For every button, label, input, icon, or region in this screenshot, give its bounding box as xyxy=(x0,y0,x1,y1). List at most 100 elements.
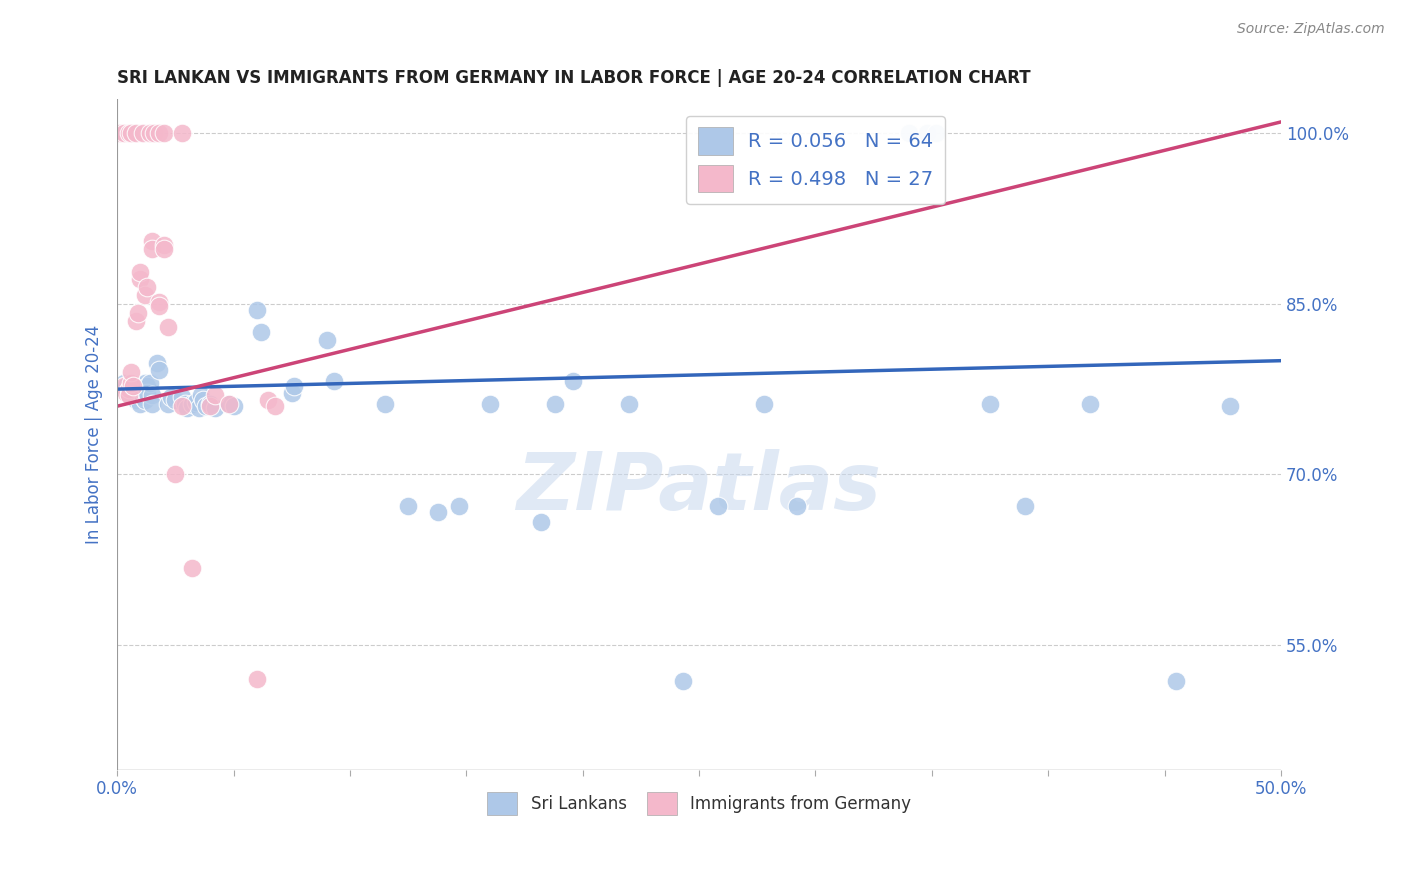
Text: ZIPatlas: ZIPatlas xyxy=(516,450,882,527)
Point xyxy=(165,393,187,408)
Point xyxy=(897,126,920,140)
Point xyxy=(257,393,280,408)
Point xyxy=(246,302,269,317)
Point xyxy=(396,500,419,514)
Point xyxy=(136,378,159,392)
Point xyxy=(562,374,585,388)
Point xyxy=(478,397,501,411)
Point xyxy=(1014,500,1036,514)
Point xyxy=(786,500,808,514)
Point xyxy=(112,376,135,391)
Point xyxy=(132,126,155,140)
Point xyxy=(134,393,156,408)
Point xyxy=(1166,674,1188,689)
Point xyxy=(173,397,195,411)
Point xyxy=(136,280,159,294)
Point xyxy=(157,397,180,411)
Point xyxy=(141,397,163,411)
Point xyxy=(134,287,156,301)
Point xyxy=(125,314,148,328)
Point xyxy=(449,500,471,514)
Point xyxy=(186,394,208,409)
Point xyxy=(139,126,162,140)
Point xyxy=(132,390,155,404)
Point xyxy=(112,126,135,140)
Point xyxy=(122,390,145,404)
Point xyxy=(979,397,1001,411)
Point xyxy=(754,397,776,411)
Point xyxy=(374,397,396,411)
Point xyxy=(129,382,152,396)
Point xyxy=(118,126,141,140)
Point xyxy=(152,242,174,256)
Point xyxy=(120,126,142,140)
Point xyxy=(120,378,142,392)
Point xyxy=(176,401,198,416)
Point xyxy=(706,500,728,514)
Point xyxy=(222,399,245,413)
Point xyxy=(1078,397,1101,411)
Text: Source: ZipAtlas.com: Source: ZipAtlas.com xyxy=(1237,22,1385,37)
Point xyxy=(141,388,163,402)
Point xyxy=(264,399,287,413)
Point xyxy=(1219,399,1241,413)
Point xyxy=(148,126,170,140)
Point xyxy=(187,401,209,416)
Point xyxy=(159,390,181,404)
Point xyxy=(115,385,138,400)
Point xyxy=(129,265,152,279)
Point xyxy=(118,382,141,396)
Point xyxy=(127,378,149,392)
Point xyxy=(152,126,174,140)
Point xyxy=(129,272,152,286)
Point xyxy=(134,376,156,391)
Point xyxy=(200,399,222,413)
Point xyxy=(200,397,222,411)
Point xyxy=(127,388,149,402)
Point xyxy=(190,388,212,402)
Point xyxy=(544,397,567,411)
Point xyxy=(145,356,167,370)
Point xyxy=(281,385,304,400)
Point xyxy=(122,382,145,396)
Point xyxy=(120,376,142,391)
Y-axis label: In Labor Force | Age 20-24: In Labor Force | Age 20-24 xyxy=(86,325,103,544)
Point xyxy=(115,378,138,392)
Point xyxy=(120,365,142,379)
Point xyxy=(172,126,194,140)
Point xyxy=(129,397,152,411)
Point xyxy=(204,401,226,416)
Point xyxy=(118,388,141,402)
Point xyxy=(125,385,148,400)
Point xyxy=(672,674,695,689)
Point xyxy=(122,378,145,392)
Point xyxy=(148,363,170,377)
Point xyxy=(157,319,180,334)
Text: SRI LANKAN VS IMMIGRANTS FROM GERMANY IN LABOR FORCE | AGE 20-24 CORRELATION CHA: SRI LANKAN VS IMMIGRANTS FROM GERMANY IN… xyxy=(117,69,1031,87)
Point xyxy=(246,672,269,686)
Point xyxy=(925,126,948,140)
Point xyxy=(141,242,163,256)
Point xyxy=(180,560,202,574)
Point xyxy=(148,294,170,309)
Point xyxy=(427,505,450,519)
Point xyxy=(141,235,163,249)
Point xyxy=(139,376,162,391)
Point xyxy=(118,382,141,396)
Point xyxy=(172,399,194,413)
Point xyxy=(250,325,273,339)
Point xyxy=(118,388,141,402)
Point xyxy=(218,397,240,411)
Point xyxy=(125,126,148,140)
Point xyxy=(120,385,142,400)
Point xyxy=(152,237,174,252)
Point xyxy=(283,378,305,392)
Point xyxy=(619,397,641,411)
Point xyxy=(143,126,166,140)
Point xyxy=(322,374,344,388)
Point xyxy=(108,126,131,140)
Point xyxy=(125,393,148,408)
Point xyxy=(193,393,215,408)
Point xyxy=(204,388,226,402)
Point xyxy=(136,385,159,400)
